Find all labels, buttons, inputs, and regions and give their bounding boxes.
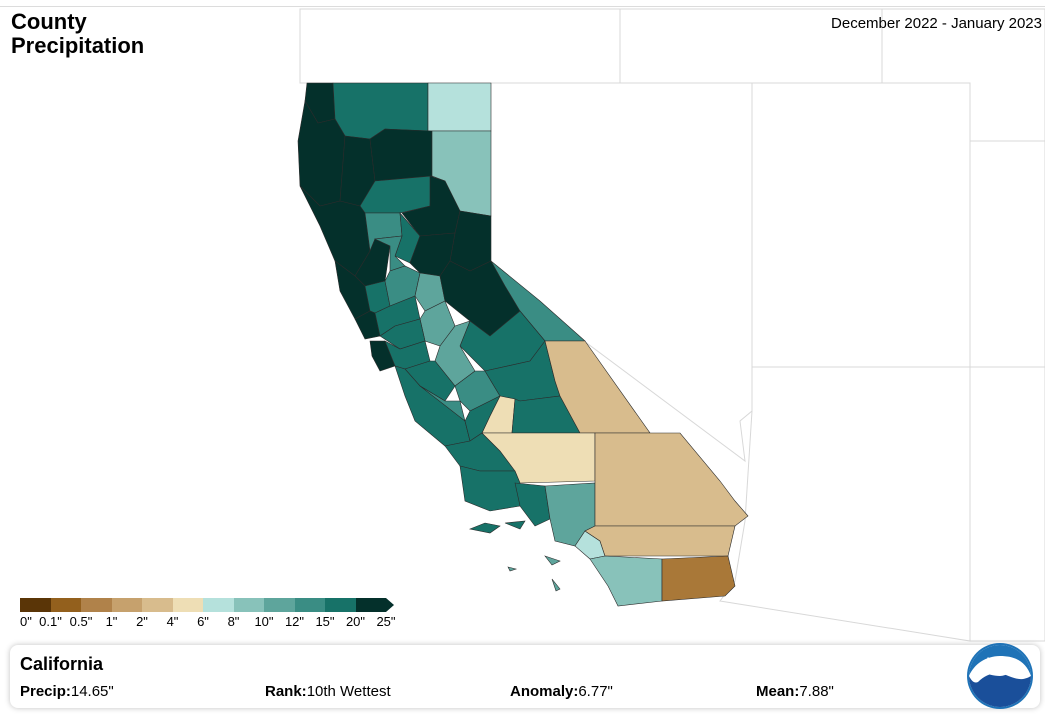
catalina-island [507, 555, 561, 592]
legend-label: 4" [166, 614, 179, 629]
rank-value: 10th Wettest [306, 683, 391, 700]
county-contra-costa [379, 318, 426, 350]
county-sf-sanmateo [369, 340, 396, 372]
legend-swatch [264, 598, 295, 612]
legend-swatch [81, 598, 112, 612]
rank-stat: Rank:10th Wettest [265, 683, 391, 700]
date-range-label: December 2022 - January 2023 [831, 15, 1042, 32]
legend-label: 15" [315, 614, 335, 629]
arizona-outline [719, 366, 971, 642]
legend-swatch [172, 598, 203, 612]
colorado-outline [969, 366, 1045, 642]
legend-label: 25" [376, 614, 396, 629]
county-modoc [427, 82, 492, 132]
legend-labels: 0" 0.1" 0.5" 1" 2" 4" 6" 8" 10" 12" 15" 20" 25" [20, 614, 400, 632]
county-san-bernardino [594, 432, 749, 527]
county-santa-barbara [459, 465, 521, 512]
anomaly-stat: Anomaly:6.77" [510, 683, 613, 700]
precip-label: Precip: [20, 683, 71, 700]
oregon-outline [299, 8, 621, 84]
california-county-map[interactable] [0, 7, 1045, 716]
legend-label: 20" [345, 614, 366, 629]
mean-stat: Mean:7.88" [756, 683, 834, 700]
anomaly-value: 6.77" [578, 683, 613, 700]
title-line-2: Precipitation [11, 33, 145, 58]
legend-swatch [50, 598, 81, 612]
county-shasta [369, 128, 433, 182]
state-name: California [20, 654, 104, 674]
noaa-logo[interactable]: NOAA [966, 642, 1034, 710]
legend-arrow [386, 598, 394, 612]
legend-label: 0.1" [39, 614, 62, 629]
legend-label: 0" [20, 614, 32, 629]
legend-label: 2" [136, 614, 148, 629]
wyoming-outline [969, 140, 1045, 368]
legend-label: 1" [105, 614, 118, 629]
precip-value: 14.65" [70, 683, 114, 700]
county-ventura [514, 482, 551, 527]
map-area[interactable] [0, 6, 1045, 716]
legend-swatch [142, 598, 173, 612]
mean-label: Mean: [756, 683, 800, 700]
color-legend: 0" 0.1" 0.5" 1" 2" 4" 6" 8" 10" 12" 15" 20" 25" [20, 598, 400, 632]
precip-stat: Precip:14.65" [20, 683, 114, 700]
legend-bar [20, 598, 400, 612]
utah-outline [751, 82, 971, 368]
county-butte [394, 212, 421, 264]
anomaly-label: Anomaly: [510, 683, 579, 700]
state-info-panel: California Precip:14.65" Rank:10th Wette… [10, 642, 1040, 710]
title-line-1: County [11, 9, 87, 34]
legend-swatch [111, 598, 142, 612]
county-imperial [661, 555, 736, 602]
legend-swatch [203, 598, 234, 612]
legend-swatch [233, 598, 264, 612]
legend-label: 12" [284, 614, 305, 629]
county-riverside [584, 525, 736, 557]
california-counties[interactable] [297, 82, 749, 607]
county-san-benito [419, 385, 466, 422]
rank-label: Rank: [265, 683, 307, 700]
noaa-logo-text: NOAA [987, 656, 1014, 666]
legend-label: 0.5" [69, 614, 93, 629]
channel-islands [468, 520, 526, 534]
mean-value: 7.88" [799, 683, 834, 700]
neighbor-states [299, 8, 1045, 642]
legend-swatch [294, 598, 325, 612]
county-san-diego [589, 555, 663, 607]
legend-swatch [325, 598, 356, 612]
legend-label: 10" [254, 614, 274, 629]
legend-label: 6" [197, 614, 209, 629]
legend-label: 8" [227, 614, 240, 629]
legend-swatch [355, 598, 386, 612]
map-title: County Precipitation [11, 10, 144, 58]
legend-swatch [20, 598, 51, 612]
